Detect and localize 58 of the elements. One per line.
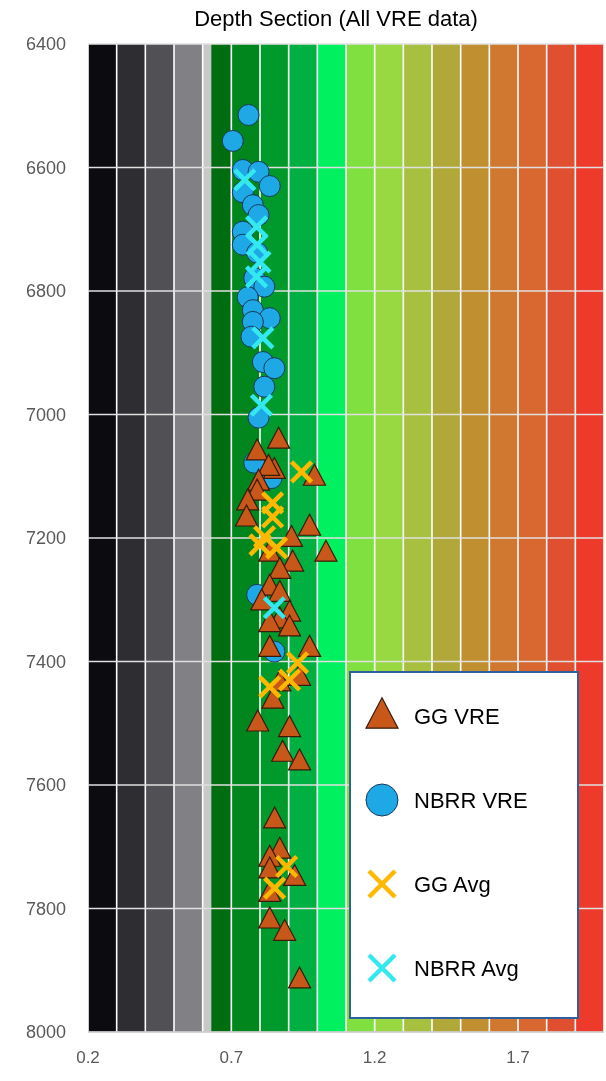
point (246, 709, 270, 732)
point (258, 175, 281, 198)
point (257, 674, 282, 700)
point (279, 524, 304, 547)
point (245, 438, 269, 461)
point (250, 325, 276, 351)
x-tick-label: 0.7 (219, 1048, 244, 1067)
y-tick-label: 6600 (25, 157, 66, 178)
chart-title: Depth Section (All VRE data) (194, 6, 478, 31)
point (221, 129, 244, 152)
point (258, 634, 282, 657)
point (287, 748, 312, 771)
point (236, 488, 260, 511)
legend-label: NBRR Avg (414, 956, 519, 981)
point (271, 739, 295, 762)
point (232, 167, 258, 193)
y-tick-label: 7400 (25, 651, 66, 672)
y-tick-label: 8000 (25, 1022, 66, 1042)
point (273, 918, 297, 941)
point (247, 249, 273, 275)
y-tick-label: 7000 (25, 404, 66, 425)
point (289, 459, 314, 485)
point (258, 856, 282, 879)
x-tick-label: 0.2 (76, 1048, 100, 1067)
point (258, 906, 282, 929)
legend-label: NBRR VRE (414, 788, 528, 813)
point (285, 650, 310, 675)
point (314, 539, 338, 562)
y-tick-label: 7800 (25, 898, 66, 919)
point (237, 104, 260, 127)
y-tick-label: 6800 (25, 281, 66, 301)
x-tick-label: 1.2 (362, 1048, 387, 1067)
y-tick-label: 6400 (25, 34, 66, 54)
point (267, 426, 291, 449)
point (234, 504, 259, 527)
point (263, 806, 287, 829)
y-tick-label: 7200 (25, 528, 66, 548)
point (257, 453, 281, 476)
point (277, 614, 302, 637)
point (297, 634, 322, 657)
point (281, 549, 305, 572)
point (260, 504, 285, 530)
point (262, 595, 287, 621)
point (277, 715, 302, 738)
point (297, 513, 322, 536)
legend-label: GG VRE (414, 704, 500, 729)
point (260, 490, 285, 516)
point (244, 232, 270, 257)
point (253, 375, 276, 398)
point (268, 556, 292, 580)
x-tick-label: 1.7 (506, 1048, 530, 1067)
y-tick-label: 7600 (25, 775, 66, 795)
legend-label: GG Avg (414, 872, 491, 897)
point (249, 392, 274, 418)
point (263, 357, 286, 380)
point (287, 966, 312, 989)
point (277, 667, 302, 693)
point (252, 524, 277, 550)
